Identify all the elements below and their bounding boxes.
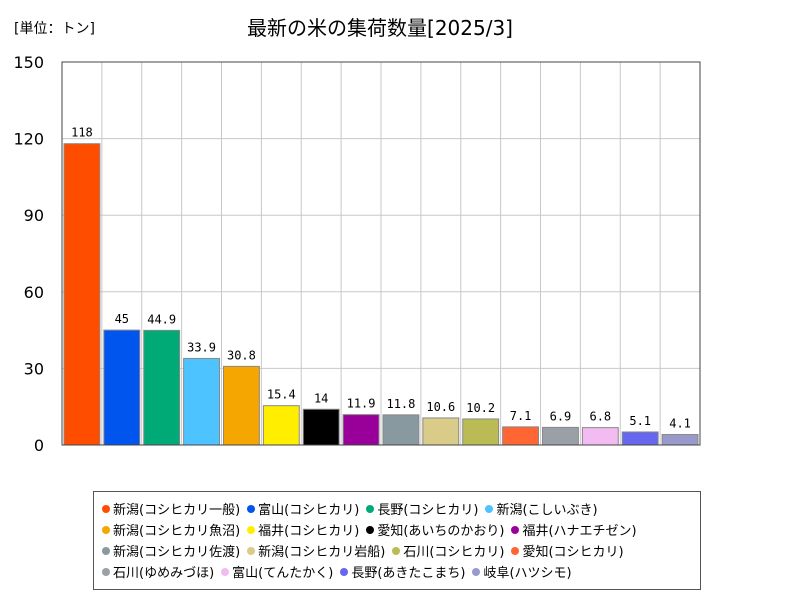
legend-item: 福井(ハナエチゼン) — [511, 520, 637, 539]
legend-label: 石川(コシヒカリ) — [403, 545, 505, 560]
bar — [63, 143, 101, 446]
data-label: 7.1 — [510, 409, 532, 423]
data-label: 10.6 — [426, 400, 455, 414]
bar — [581, 427, 619, 446]
legend-item: 新潟(コシヒカリ魚沼) — [102, 520, 240, 539]
bar — [143, 329, 181, 446]
legend-marker — [485, 504, 494, 513]
legend-marker — [102, 504, 110, 513]
data-label: 15.4 — [267, 388, 296, 402]
legend-label: 愛知(あいちのかおり) — [377, 524, 505, 539]
legend-item: 石川(ゆめみづほ) — [102, 562, 214, 581]
data-label: 10.2 — [466, 401, 495, 415]
legend-label: 新潟(こしいぶき) — [496, 503, 598, 518]
chart-legend: 新潟(コシヒカリ一般) 富山(コシヒカリ) 長野(コシヒカリ) 新潟(こしいぶき) 新潟… — [93, 491, 701, 590]
plot-frame — [61, 61, 701, 446]
data-label: 4.1 — [669, 417, 691, 431]
legend-item: 長野(コシヒカリ) — [366, 499, 478, 518]
data-label: 6.9 — [550, 409, 572, 423]
legend-marker — [511, 525, 520, 534]
y-tick-label: 60 — [24, 283, 44, 302]
data-label: 33.9 — [187, 340, 216, 354]
legend-item: 新潟(こしいぶき) — [485, 499, 598, 518]
legend-label: 新潟(コシヒカリ佐渡) — [113, 545, 241, 560]
bar — [542, 426, 579, 446]
legend-label: 石川(ゆめみづほ) — [113, 566, 215, 581]
y-tick-label: 30 — [24, 359, 44, 378]
y-tick-label: 150 — [13, 53, 44, 72]
bar — [223, 365, 260, 446]
bar-chart: 0 30 60 90 120 150 118 45 44.9 33.9 30.8 15.4 14 11.9… — [13, 53, 701, 455]
legend-label: 富山(コシヒカリ) — [258, 503, 360, 518]
legend-label: 長野(コシヒカリ) — [377, 503, 479, 518]
legend-label: 岐阜(ハツシモ) — [483, 566, 572, 581]
legend-item: 新潟(コシヒカリ一般) — [102, 499, 240, 518]
y-tick-label: 0 — [34, 436, 44, 455]
legend-label: 福井(コシヒカリ) — [258, 524, 360, 539]
legend-label: 富山(てんたかく) — [232, 566, 334, 581]
legend-item: 愛知(あいちのかおり) — [366, 520, 504, 539]
legend-marker — [472, 567, 481, 576]
legend-item: 新潟(コシヒカリ佐渡) — [102, 541, 240, 560]
data-label: 11.9 — [347, 397, 376, 411]
legend-marker — [102, 567, 110, 576]
bar — [422, 417, 460, 446]
bar — [661, 434, 699, 446]
legend-label: 新潟(コシヒカリ魚沼) — [113, 524, 241, 539]
legend-marker — [340, 567, 349, 576]
y-tick-label: 90 — [24, 206, 44, 225]
legend-row: 石川(ゆめみづほ) 富山(てんたかく) 長野(あきたこまち) 岐阜(ハツシモ) — [102, 561, 692, 582]
legend-marker — [221, 567, 230, 576]
legend-marker — [366, 504, 375, 513]
bar — [382, 414, 420, 446]
bar — [262, 405, 300, 446]
legend-item: 石川(コシヒカリ) — [392, 541, 504, 560]
data-label: 5.1 — [629, 414, 651, 428]
data-label: 118 — [71, 126, 93, 140]
bar — [183, 357, 220, 446]
legend-item: 富山(コシヒカリ) — [247, 499, 359, 518]
legend-item: 福井(コシヒカリ) — [247, 520, 359, 539]
legend-marker — [511, 546, 520, 555]
bar — [342, 414, 380, 446]
data-label: 44.9 — [147, 312, 176, 326]
legend-marker — [366, 525, 375, 534]
legend-marker — [102, 525, 110, 534]
legend-label: 新潟(コシヒカリ一般) — [113, 503, 241, 518]
legend-marker — [247, 525, 256, 534]
legend-item: 富山(てんたかく) — [221, 562, 333, 581]
legend-marker — [247, 546, 256, 555]
legend-item: 岐阜(ハツシモ) — [472, 562, 572, 581]
legend-marker — [247, 504, 256, 513]
data-label: 11.8 — [386, 397, 415, 411]
legend-item: 新潟(コシヒカリ岩船) — [247, 541, 385, 560]
legend-label: 愛知(コシヒカリ) — [522, 545, 624, 560]
legend-item: 愛知(コシヒカリ) — [511, 541, 624, 560]
legend-row: 新潟(コシヒカリ一般) 富山(コシヒカリ) 長野(コシヒカリ) 新潟(こしいぶき) — [102, 498, 692, 519]
y-tick-label: 120 — [13, 130, 44, 149]
bar — [621, 431, 659, 446]
chart-title: 最新の米の集荷数量[2025/3] — [247, 16, 513, 40]
data-label: 45 — [115, 312, 129, 326]
unit-label: [単位：トン] — [14, 21, 95, 37]
legend-row: 新潟(コシヒカリ魚沼) 福井(コシヒカリ) 愛知(あいちのかおり) 福井(ハナエチゼン… — [102, 519, 692, 540]
bar — [103, 329, 141, 446]
legend-row: 新潟(コシヒカリ佐渡) 新潟(コシヒカリ岩船) 石川(コシヒカリ) 愛知(コシヒカリ) — [102, 540, 692, 561]
bar — [502, 426, 539, 446]
legend-label: 福井(ハナエチゼン) — [522, 524, 637, 539]
data-label: 30.8 — [227, 348, 256, 362]
data-label: 6.8 — [589, 410, 611, 424]
bar — [302, 408, 340, 446]
legend-label: 新潟(コシヒカリ岩船) — [258, 545, 386, 560]
legend-item: 長野(あきたこまち) — [340, 562, 465, 581]
bar — [462, 418, 500, 446]
legend-marker — [102, 546, 110, 555]
legend-marker — [392, 546, 401, 555]
data-label: 14 — [314, 391, 328, 405]
legend-label: 長野(あきたこまち) — [351, 566, 466, 581]
